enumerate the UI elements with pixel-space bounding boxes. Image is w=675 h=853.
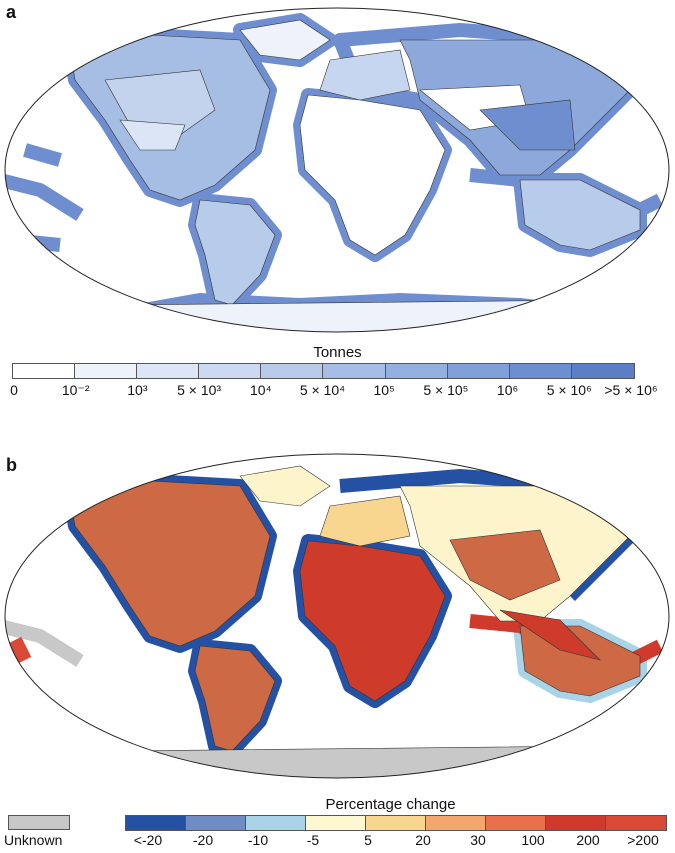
legend-swatch <box>366 816 426 830</box>
continents-a <box>69 19 641 332</box>
legend-b-colorbar <box>125 815 667 831</box>
legend-tick-label: 5 <box>364 832 372 848</box>
legend-b-title: Percentage change <box>325 796 456 813</box>
map-a <box>4 7 670 333</box>
legend-swatch <box>385 364 448 378</box>
legend-tick-label: 10⁶ <box>496 382 519 398</box>
legend-swatch <box>509 364 572 378</box>
legend-tick-label: -20 <box>192 832 214 848</box>
legend-tick-label: 5 × 10⁴ <box>299 382 346 398</box>
legend-tick-label: >5 × 10⁶ <box>604 382 658 398</box>
legend-tick-label: 20 <box>415 832 431 848</box>
legend-swatch <box>447 364 510 378</box>
map-b <box>4 453 670 779</box>
legend-tick-label: >200 <box>627 832 659 848</box>
legend-swatch <box>571 364 634 378</box>
legend-tick-label: 5 × 10³ <box>177 382 222 398</box>
legend-swatch <box>199 364 262 378</box>
legend-tick-label: 30 <box>470 832 486 848</box>
legend-swatch <box>306 816 366 830</box>
unknown-swatch <box>8 815 70 830</box>
legend-swatch <box>126 816 186 830</box>
legend-swatch <box>75 364 138 378</box>
unknown-label: Unknown <box>4 832 63 848</box>
panel-b-letter: b <box>6 455 17 475</box>
legend-swatch <box>261 364 324 378</box>
legend-tick-label: 10⁵ <box>373 382 395 398</box>
legend-swatch <box>323 364 386 378</box>
legend-swatch <box>246 816 306 830</box>
legend-tick-label: 10⁴ <box>250 382 272 398</box>
continents-b <box>69 465 641 778</box>
legend-tick-label: 100 <box>521 832 545 848</box>
legend-swatch <box>606 816 666 830</box>
legend-swatch <box>486 816 546 830</box>
legend-swatch <box>426 816 486 830</box>
legend-swatch <box>546 816 606 830</box>
legend-tick-label: 5 × 10⁵ <box>423 382 469 398</box>
legend-tick-label: -10 <box>247 832 269 848</box>
legend-a-title: Tonnes <box>313 344 362 361</box>
legend-tick-label: 5 × 10⁶ <box>546 382 592 398</box>
legend-tick-label: <-20 <box>133 832 163 848</box>
panel-a-letter: a <box>6 2 17 22</box>
legend-tick-label: 0 <box>10 382 18 398</box>
legend-swatch <box>13 364 76 378</box>
legend-tick-label: 10⁻² <box>61 382 90 398</box>
legend-a-colorbar <box>12 363 635 379</box>
legend-tick-label: 10³ <box>127 382 148 398</box>
legend-swatch <box>137 364 200 378</box>
legend-tick-label: -5 <box>306 832 320 848</box>
legend-tick-label: 200 <box>576 832 600 848</box>
legend-swatch <box>186 816 246 830</box>
